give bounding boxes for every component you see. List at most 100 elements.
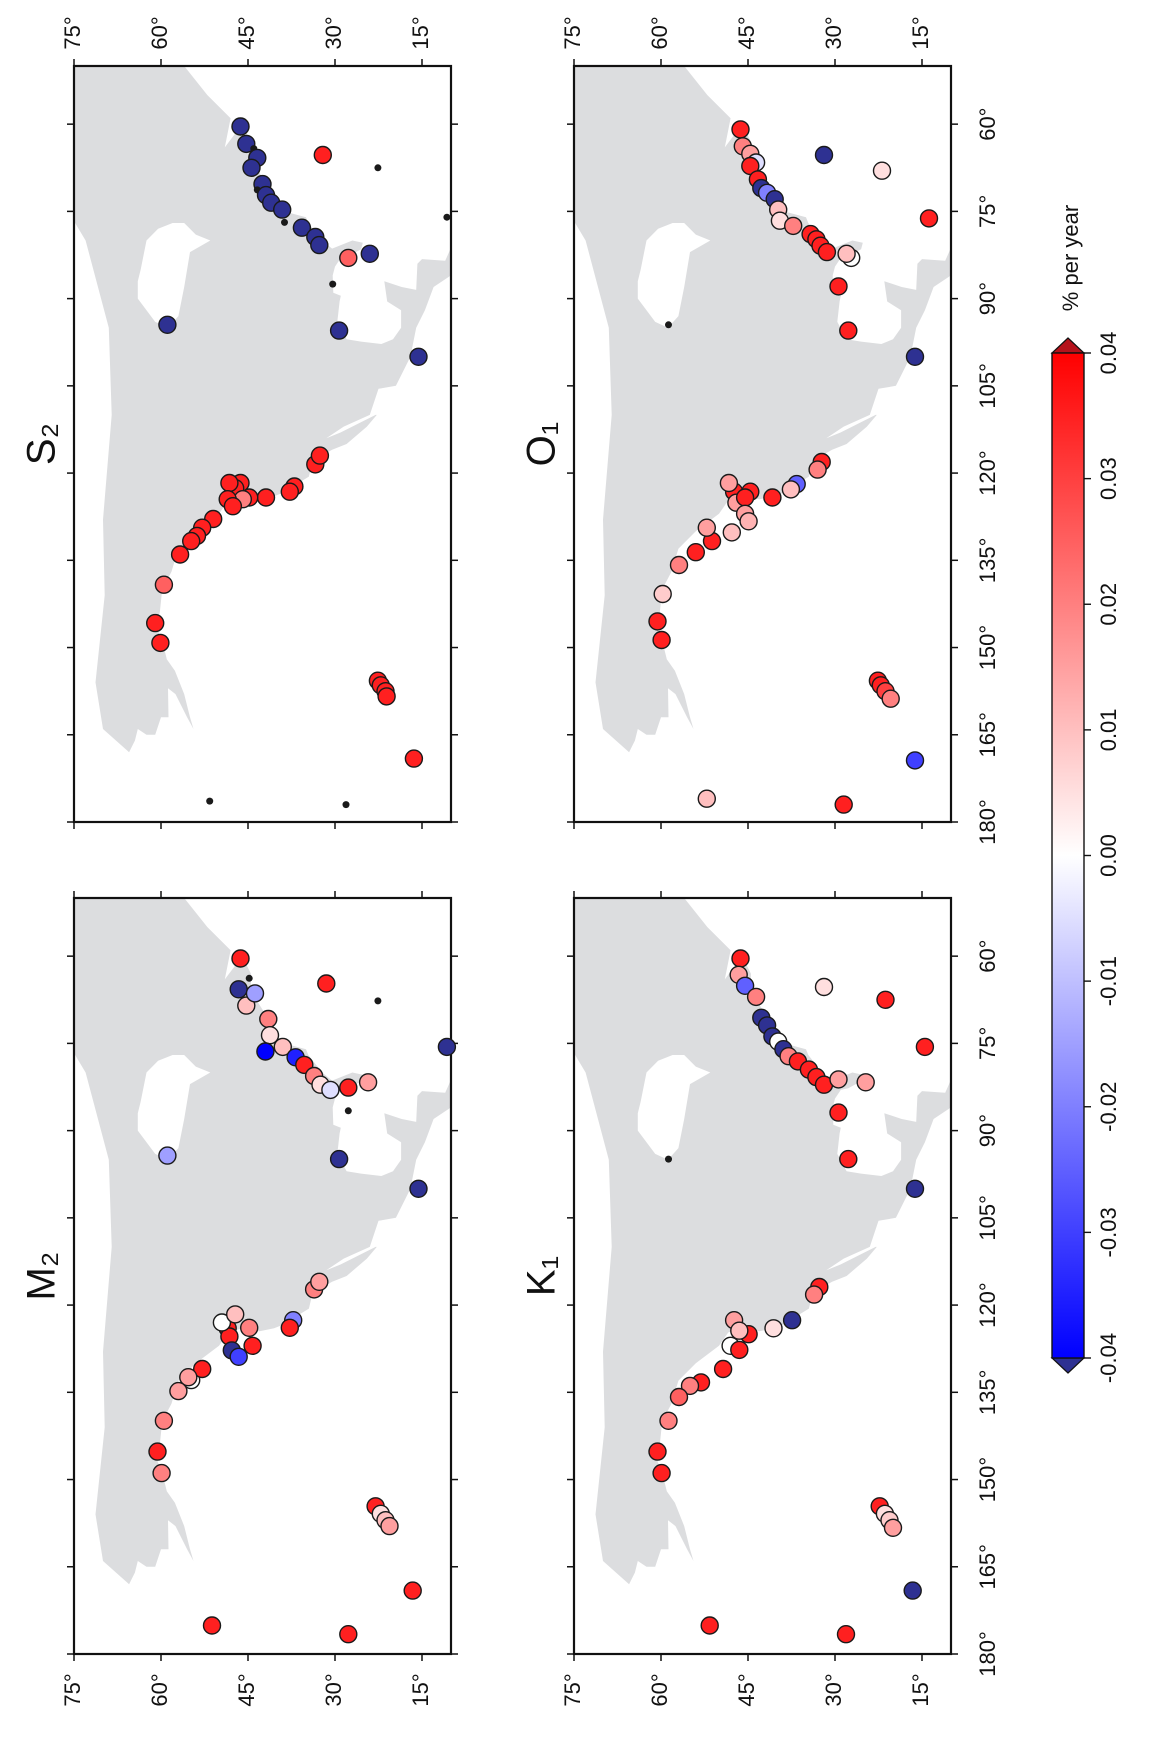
- map-frame: [572, 64, 953, 824]
- station: [181, 531, 201, 551]
- x-tick-label: 105°: [975, 1195, 1000, 1241]
- y-tick-label: 60°: [147, 1673, 172, 1706]
- station: [360, 244, 379, 264]
- colorbar-tick-label: -0.01: [1096, 956, 1121, 1006]
- panel-title: M₂: [20, 1252, 64, 1301]
- colorbar-tick-label: 0.03: [1096, 457, 1121, 500]
- station: [680, 1376, 700, 1396]
- station: [245, 984, 265, 1003]
- station: [713, 1359, 733, 1379]
- map-panel: 180° 165° 150° 135° 120° 105° 90° 75° 60° 75° 60° 4…: [520, 891, 1000, 1707]
- station: [730, 1321, 749, 1340]
- station: [881, 689, 900, 708]
- colorbar-over: [1050, 337, 1086, 354]
- x-tick-label: 135°: [975, 1370, 1000, 1416]
- y-tick-label: 45°: [734, 16, 759, 49]
- map-panel: 180° 165° 150° 135° 120° 105° 90° 75° 60° 75° 60° 4…: [520, 16, 1000, 844]
- station: [374, 164, 382, 172]
- y-tick-label: 75°: [560, 16, 585, 49]
- y-tick-label: 15°: [408, 1673, 433, 1706]
- station: [648, 612, 667, 631]
- land-mass: [74, 66, 451, 753]
- station: [256, 1042, 275, 1061]
- station: [374, 997, 382, 1005]
- map-frame: [72, 64, 453, 824]
- station: [735, 488, 755, 507]
- hudson-bay: [137, 223, 211, 328]
- station: [206, 797, 214, 805]
- station: [380, 1516, 399, 1536]
- colorbar-under: [1050, 1357, 1086, 1374]
- land: [74, 66, 451, 753]
- y-tick-label: 60°: [147, 16, 172, 49]
- station: [905, 347, 925, 366]
- x-tick-label: 60°: [975, 108, 1000, 141]
- x-tick-label: 165°: [975, 712, 1000, 758]
- hudson-bay: [137, 1055, 211, 1160]
- station: [814, 145, 834, 165]
- station: [169, 1381, 188, 1401]
- station: [903, 1581, 922, 1600]
- station: [883, 1518, 903, 1538]
- y-tick-label: 75°: [60, 16, 85, 49]
- x-tick-label: 180°: [975, 1631, 1000, 1677]
- station: [225, 1305, 245, 1324]
- station: [212, 1313, 232, 1332]
- station: [329, 1149, 349, 1169]
- station: [905, 751, 925, 770]
- station: [839, 321, 858, 340]
- hudson-bay: [637, 223, 711, 328]
- station: [834, 795, 853, 814]
- station: [310, 446, 330, 465]
- station: [329, 280, 337, 288]
- station: [731, 949, 750, 968]
- map-frame: [572, 896, 953, 1656]
- land-mass: [574, 66, 951, 753]
- station: [700, 1616, 719, 1635]
- station: [223, 497, 243, 516]
- hudson-bay: [637, 1055, 711, 1160]
- station: [829, 277, 848, 296]
- station: [648, 1442, 667, 1461]
- station: [154, 575, 174, 594]
- station: [697, 789, 716, 808]
- station: [739, 512, 758, 531]
- station: [719, 473, 739, 493]
- x-tick-label: 180°: [975, 799, 1000, 845]
- station: [837, 244, 856, 264]
- station: [730, 1340, 749, 1360]
- station: [339, 248, 358, 268]
- station: [443, 213, 451, 221]
- colorbar-tick-label: 0.01: [1096, 708, 1121, 751]
- station: [652, 630, 671, 650]
- colorbar-tick-label: 0.02: [1096, 583, 1121, 626]
- station: [342, 801, 350, 809]
- station: [652, 1463, 671, 1483]
- x-tick-label: 150°: [975, 1457, 1000, 1503]
- station: [722, 523, 741, 542]
- station: [329, 321, 349, 340]
- station: [409, 347, 428, 366]
- station: [764, 1319, 783, 1338]
- station: [814, 977, 834, 997]
- map-panel: 75° 60° 45° 30° 15° S₂: [20, 16, 458, 829]
- station: [281, 218, 288, 226]
- station: [158, 315, 177, 334]
- station: [804, 1285, 824, 1304]
- x-tick-label: 150°: [975, 625, 1000, 671]
- station: [243, 1336, 262, 1356]
- station: [344, 1107, 352, 1115]
- station: [404, 749, 424, 768]
- y-tick-label: 60°: [647, 1673, 672, 1706]
- station: [239, 1318, 259, 1338]
- station: [321, 1080, 340, 1100]
- y-tick-label: 30°: [321, 1673, 346, 1706]
- colorbar-tick-label: 0.00: [1096, 834, 1121, 877]
- station: [915, 1037, 935, 1057]
- station: [735, 976, 755, 995]
- station: [782, 1310, 802, 1330]
- x-tick-label: 120°: [975, 1282, 1000, 1328]
- station: [192, 1359, 212, 1379]
